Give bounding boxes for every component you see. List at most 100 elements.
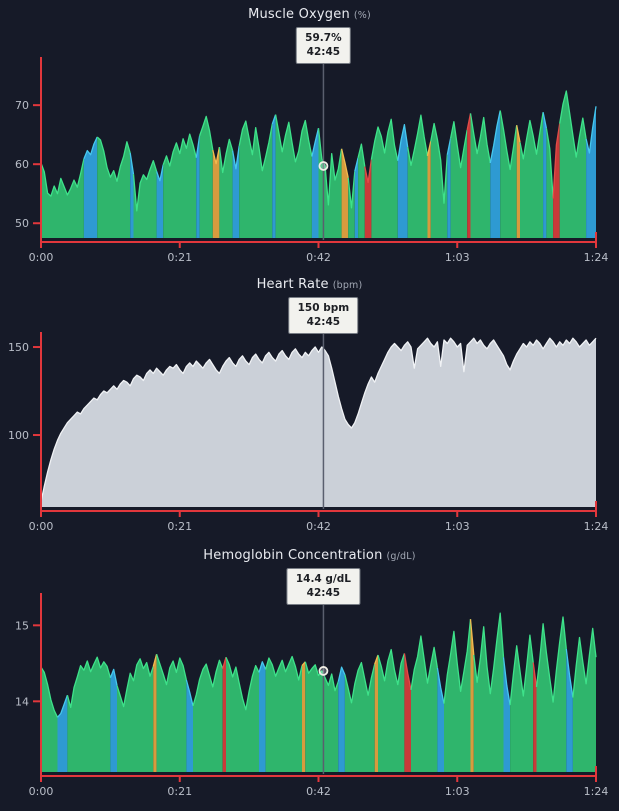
- series-line: [535, 616, 567, 703]
- series-line: [443, 619, 472, 704]
- series-line: [559, 90, 587, 158]
- area-segment: [156, 654, 187, 772]
- area-segment: [239, 121, 273, 238]
- area-segment: [450, 121, 468, 238]
- series-line: [552, 123, 561, 199]
- area-segment: [156, 164, 164, 238]
- area-segment: [533, 662, 537, 772]
- area-segment: [444, 619, 471, 772]
- series-line: [446, 138, 452, 155]
- muscle-oxygen-plot-area[interactable]: 70 60 50 0:00 0:21 0:42 1:03 1:24: [0, 0, 619, 270]
- chart-title-text: Muscle Oxygen: [248, 7, 350, 22]
- series-line: [499, 110, 518, 171]
- series-line: [40, 666, 59, 718]
- area-segment: [196, 135, 200, 238]
- heart-rate-plot-area[interactable]: 150 100 0:00 0:21 0:42 1:03 1:24: [0, 270, 619, 541]
- series-line: [231, 145, 240, 170]
- series-line: [403, 653, 412, 691]
- area-segment: [133, 160, 157, 238]
- area-segment: [520, 112, 544, 238]
- x-tick-label: 1:03: [445, 251, 470, 264]
- series-line: [572, 627, 597, 698]
- series-line: [473, 612, 505, 695]
- area-segment: [219, 139, 233, 238]
- series-line: [354, 157, 359, 172]
- hemoglobin-chart: Hemoglobin Concentration (g/dL) 14.4 g/dL…: [0, 541, 619, 811]
- area-segment: [490, 110, 501, 238]
- y-tick-label: 14: [15, 695, 29, 708]
- area-segment: [510, 635, 534, 772]
- area-segment: [110, 669, 117, 772]
- series-line: [489, 110, 501, 164]
- area-segment: [222, 657, 226, 772]
- area-segment: [212, 147, 220, 238]
- series-line: [410, 635, 439, 691]
- hemoglobin-plot-area[interactable]: 15 14 0:00 0:21 0:42 1:03 1:24: [0, 541, 619, 811]
- area-segment: [41, 667, 58, 772]
- tooltip-time: 42:45: [306, 316, 341, 329]
- cursor-marker: [318, 666, 329, 676]
- x-tick-label: 0:21: [167, 785, 192, 798]
- x-tick-label: 0:21: [167, 520, 192, 533]
- area-segment: [586, 106, 596, 238]
- y-tick-label: 15: [15, 619, 29, 632]
- tooltip-time: 42:45: [306, 587, 341, 600]
- series-line: [109, 668, 118, 686]
- series-line: [96, 136, 131, 182]
- series-line: [132, 160, 158, 212]
- series-line: [162, 133, 197, 167]
- y-tick-label: 70: [15, 99, 29, 112]
- series-line: [469, 113, 491, 164]
- area-segment: [163, 134, 197, 238]
- series-line: [225, 656, 260, 711]
- series-line: [585, 106, 597, 154]
- series-line: [469, 619, 475, 656]
- series-line: [185, 679, 194, 707]
- x-tick-label: 0:00: [29, 520, 54, 533]
- series-line: [129, 152, 135, 175]
- area-segment: [397, 124, 408, 238]
- area-segment: [374, 655, 378, 772]
- area-segment: [272, 114, 276, 238]
- series-line: [509, 634, 534, 706]
- series-line: [340, 148, 349, 178]
- series-line: [519, 112, 544, 160]
- heart-rate-chart: Heart Rate (bpm) 150 bpm 42:45 150 100 0:00…: [0, 270, 619, 541]
- series-line: [155, 653, 188, 686]
- area-segment: [411, 636, 438, 772]
- series-line: [317, 128, 343, 206]
- series-line: [264, 655, 303, 681]
- area-segment: [41, 338, 596, 507]
- area-segment: [305, 661, 339, 772]
- area-segment: [566, 648, 573, 772]
- series-line: [195, 135, 201, 158]
- area-segment: [57, 695, 68, 772]
- series-line: [66, 656, 112, 709]
- series-line: [152, 654, 158, 667]
- x-tick-label: 1:03: [445, 785, 470, 798]
- series-line: [407, 114, 429, 167]
- area-segment: [470, 619, 474, 772]
- area-segment: [500, 110, 517, 238]
- x-tick-label: 0:42: [306, 785, 331, 798]
- area-segment: [232, 145, 240, 238]
- series-line: [347, 171, 356, 209]
- x-tick-label: 0:42: [306, 520, 331, 533]
- x-tick-label: 1:24: [584, 520, 609, 533]
- series-line: [83, 136, 98, 160]
- area-segment: [338, 667, 345, 772]
- chart-unit-text: (bpm): [332, 280, 363, 291]
- series-line: [377, 648, 406, 686]
- series-line: [545, 128, 554, 199]
- area-segment: [543, 112, 547, 238]
- cursor-marker: [318, 161, 329, 171]
- series-line: [337, 666, 346, 682]
- area-segment: [193, 660, 223, 772]
- series-line: [532, 662, 538, 687]
- series-line: [436, 667, 445, 704]
- heart-rate-title: Heart Rate (bpm): [0, 277, 619, 292]
- area-segment: [67, 657, 111, 772]
- area-segment: [427, 141, 431, 238]
- area-segment: [516, 125, 520, 238]
- area-segment: [117, 658, 154, 772]
